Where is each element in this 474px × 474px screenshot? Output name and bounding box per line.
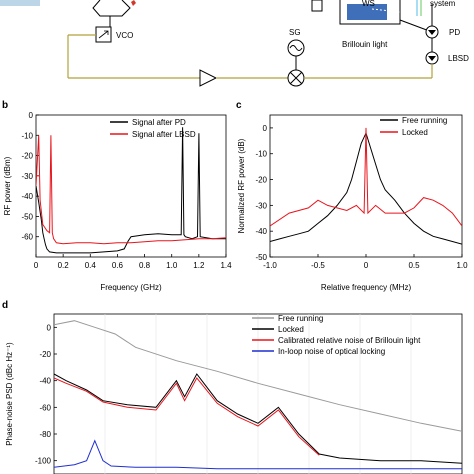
system-label: system bbox=[430, 0, 456, 8]
x-tick-label: 0 bbox=[364, 261, 369, 270]
legend-label: Calibrated relative noise of Brillouin l… bbox=[278, 336, 421, 345]
x-axis-label: Frequency (GHz) bbox=[100, 283, 162, 292]
y-tick-label: -40 bbox=[255, 227, 267, 236]
y-tick-label: -40 bbox=[39, 377, 51, 386]
x-tick-label: -0.5 bbox=[311, 261, 325, 270]
panel-c-letter: c bbox=[236, 100, 242, 111]
sg-label: SG bbox=[289, 28, 301, 37]
y-axis-label: Phase-noise PSD (dBc Hz⁻¹) bbox=[5, 342, 14, 446]
chart-d: 0 -20 -40 -60 -80 -100 Phase-noise PSD (dBc Hz… bbox=[5, 313, 463, 474]
y-tick-label: -60 bbox=[21, 233, 33, 242]
lbsd-label: LBSD bbox=[448, 54, 469, 63]
x-tick-label: 0.6 bbox=[112, 261, 124, 270]
x-tick-label: -1.0 bbox=[263, 261, 277, 270]
y-tick-label: -20 bbox=[21, 152, 33, 161]
chart-c: 0 -10 -20 -30 -40 -50-1.0 -0.5 0 0.5 1.0 Relative … bbox=[237, 114, 468, 292]
x-tick-label: 0.2 bbox=[58, 261, 70, 270]
x-tick-label: 1.2 bbox=[193, 261, 205, 270]
brillouin-light-label: Brillouin light bbox=[342, 40, 388, 49]
legend-label: Signal after LBSD bbox=[132, 130, 196, 139]
ws-label: WS bbox=[362, 0, 375, 8]
series-line-c-1 bbox=[270, 127, 462, 227]
y-tick-label: -20 bbox=[39, 350, 51, 359]
y-tick-label: -60 bbox=[39, 403, 51, 412]
legend-label: Free running bbox=[402, 116, 447, 125]
series-line-d-0 bbox=[54, 320, 462, 432]
x-tick-label: 0 bbox=[34, 261, 39, 270]
y-tick-label: -80 bbox=[39, 430, 51, 439]
panel-d-letter: d bbox=[2, 300, 8, 311]
x-tick-label: 0.5 bbox=[408, 261, 420, 270]
series-line-b-1 bbox=[36, 135, 226, 245]
series-line-d-1 bbox=[54, 373, 462, 464]
y-tick-label: -50 bbox=[255, 253, 267, 262]
y-axis-label: RF power (dBm) bbox=[3, 156, 12, 215]
y-tick-label: -10 bbox=[21, 131, 33, 140]
legend-label: Free running bbox=[278, 314, 323, 323]
setup-diagram: VCO SG WS system Brillouin light PD LBSD bbox=[0, 0, 469, 87]
series-line-d-3 bbox=[54, 439, 462, 470]
x-tick-label: 0.4 bbox=[85, 261, 97, 270]
y-axis-label: Normalized RF power (dB) bbox=[237, 138, 246, 233]
y-tick-label: -30 bbox=[21, 172, 33, 181]
x-tick-label: 1.0 bbox=[166, 261, 178, 270]
y-tick-label: 0 bbox=[29, 111, 34, 120]
legend-label: Locked bbox=[278, 325, 304, 334]
amplifier-icon bbox=[199, 69, 218, 87]
x-tick-label: 1.0 bbox=[456, 261, 468, 270]
series-line-d-2 bbox=[54, 377, 320, 456]
pd-label: PD bbox=[449, 28, 460, 37]
y-tick-label: -20 bbox=[255, 176, 267, 185]
y-tick-label: -40 bbox=[21, 192, 33, 201]
component-marker bbox=[131, 0, 136, 6]
x-tick-label: 0.8 bbox=[139, 261, 151, 270]
x-axis-label: Relative frequency (MHz) bbox=[321, 283, 412, 292]
chart-b: 0 -10 -20 -30 -40 -50 -60 0 0.2 0.4 0.6 0.8 1.0 1.2 1.… bbox=[3, 111, 232, 292]
vco-label: VCO bbox=[116, 31, 133, 40]
x-tick-label: 1.4 bbox=[220, 261, 232, 270]
ws-fill bbox=[347, 4, 387, 20]
y-tick-label: -100 bbox=[35, 457, 52, 466]
device-block bbox=[0, 0, 40, 6]
y-tick-label: 0 bbox=[263, 124, 268, 133]
y-tick-label: -10 bbox=[255, 150, 267, 159]
series-line-b-0 bbox=[36, 127, 226, 254]
y-tick-label: 0 bbox=[47, 323, 52, 332]
legend-label: In-loop noise of optical locking bbox=[278, 347, 385, 356]
y-tick-label: -50 bbox=[21, 212, 33, 221]
indicator-icon bbox=[311, 0, 323, 12]
legend-label: Locked bbox=[402, 128, 428, 137]
panel-b-letter: b bbox=[2, 100, 8, 111]
y-tick-label: -30 bbox=[255, 201, 267, 210]
vco-circuit-outline bbox=[92, 0, 131, 17]
legend-label: Signal after PD bbox=[132, 118, 186, 127]
